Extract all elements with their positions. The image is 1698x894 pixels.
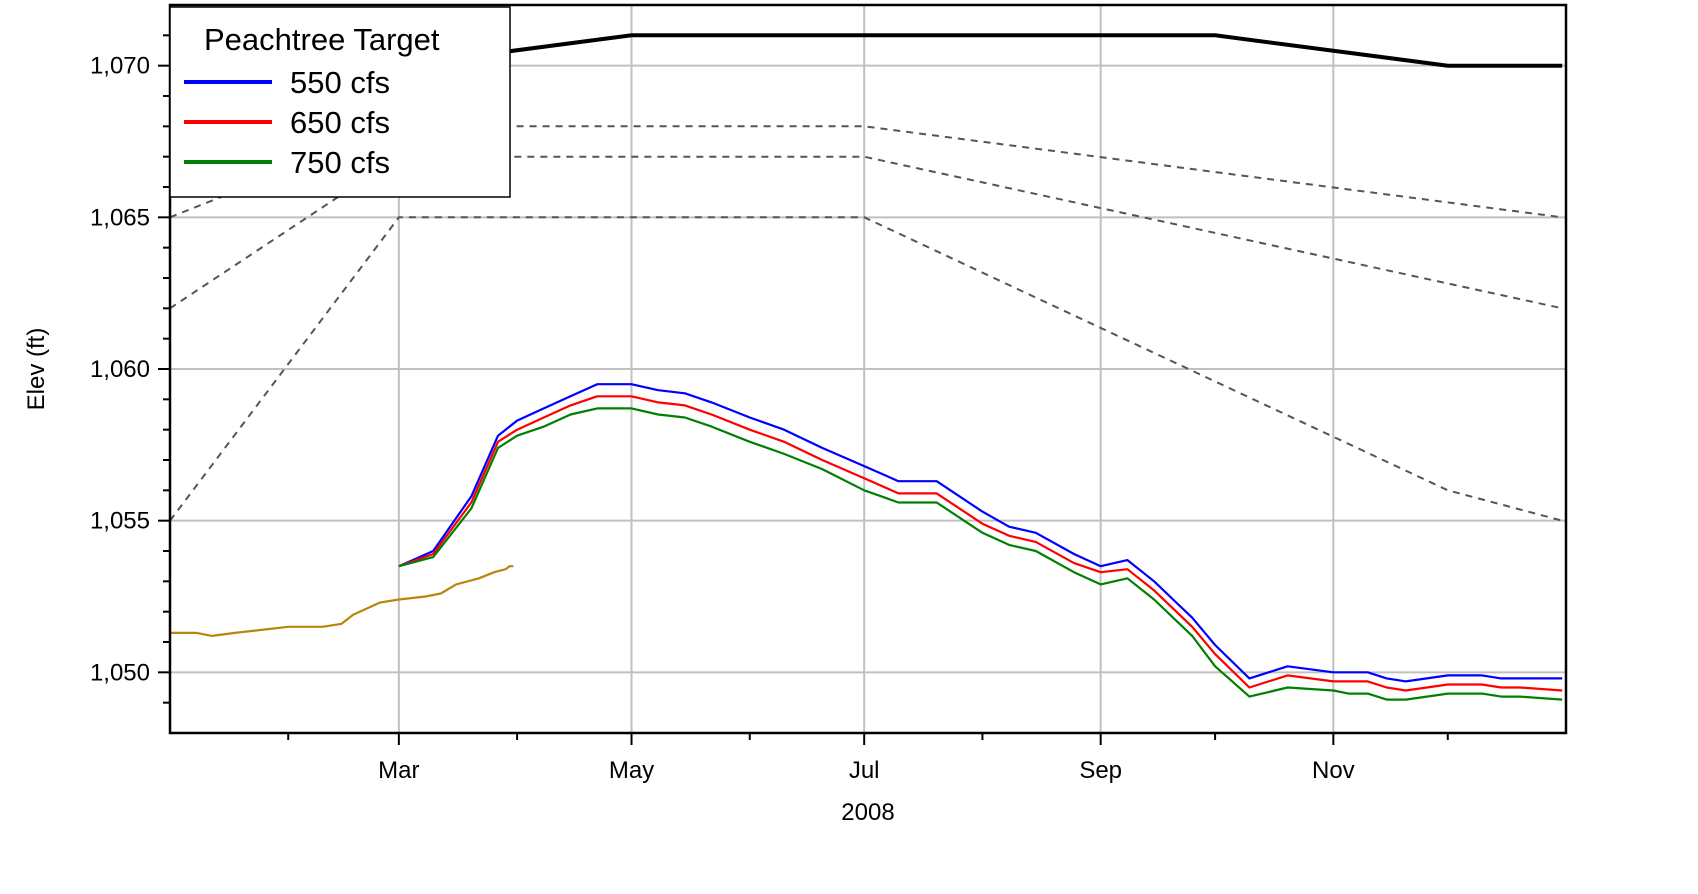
grid <box>170 5 1566 733</box>
legend-title: Peachtree Target <box>204 22 440 57</box>
legend-entry-label: 550 cfs <box>290 65 390 100</box>
legend: Peachtree Target 550 cfs 650 cfs 750 cfs <box>169 6 511 198</box>
observed-elevation-line <box>170 565 514 638</box>
x-tick-label: Sep <box>1079 757 1122 784</box>
y-tick-label: 1,060 <box>90 356 150 383</box>
guide-curve-dashed-line <box>169 155 1563 310</box>
y-axis-title: Elev (ft) <box>23 328 50 411</box>
legend-entry-label: 750 cfs <box>290 145 390 180</box>
y-tick-label: 1,050 <box>90 659 150 686</box>
x-tick-label: May <box>609 757 654 784</box>
x-axis-tick-labels: Mar May Jul Sep Nov <box>378 757 1354 784</box>
legend-entries: 550 cfs 650 cfs 750 cfs <box>184 65 390 180</box>
y-tick-label: 1,065 <box>90 204 150 231</box>
y-axis-tick-labels: 1,050 1,055 1,060 1,065 1,070 <box>90 53 150 687</box>
axis-ticks <box>158 34 1449 745</box>
x-tick-label: Jul <box>849 757 880 784</box>
guide-curve-dashed-line <box>169 216 1563 522</box>
legend-box <box>169 6 511 198</box>
series-line-550-cfs <box>398 383 1563 683</box>
legend-entry-label: 650 cfs <box>290 105 390 140</box>
series-line-650-cfs <box>398 395 1563 692</box>
series-line-750-cfs <box>398 407 1563 701</box>
data-series <box>170 383 1563 701</box>
x-tick-label: Mar <box>378 757 419 784</box>
x-axis-title: 2008 <box>841 799 894 826</box>
y-tick-label: 1,055 <box>90 508 150 535</box>
y-tick-label: 1,070 <box>90 53 150 80</box>
x-tick-label: Nov <box>1312 757 1355 784</box>
